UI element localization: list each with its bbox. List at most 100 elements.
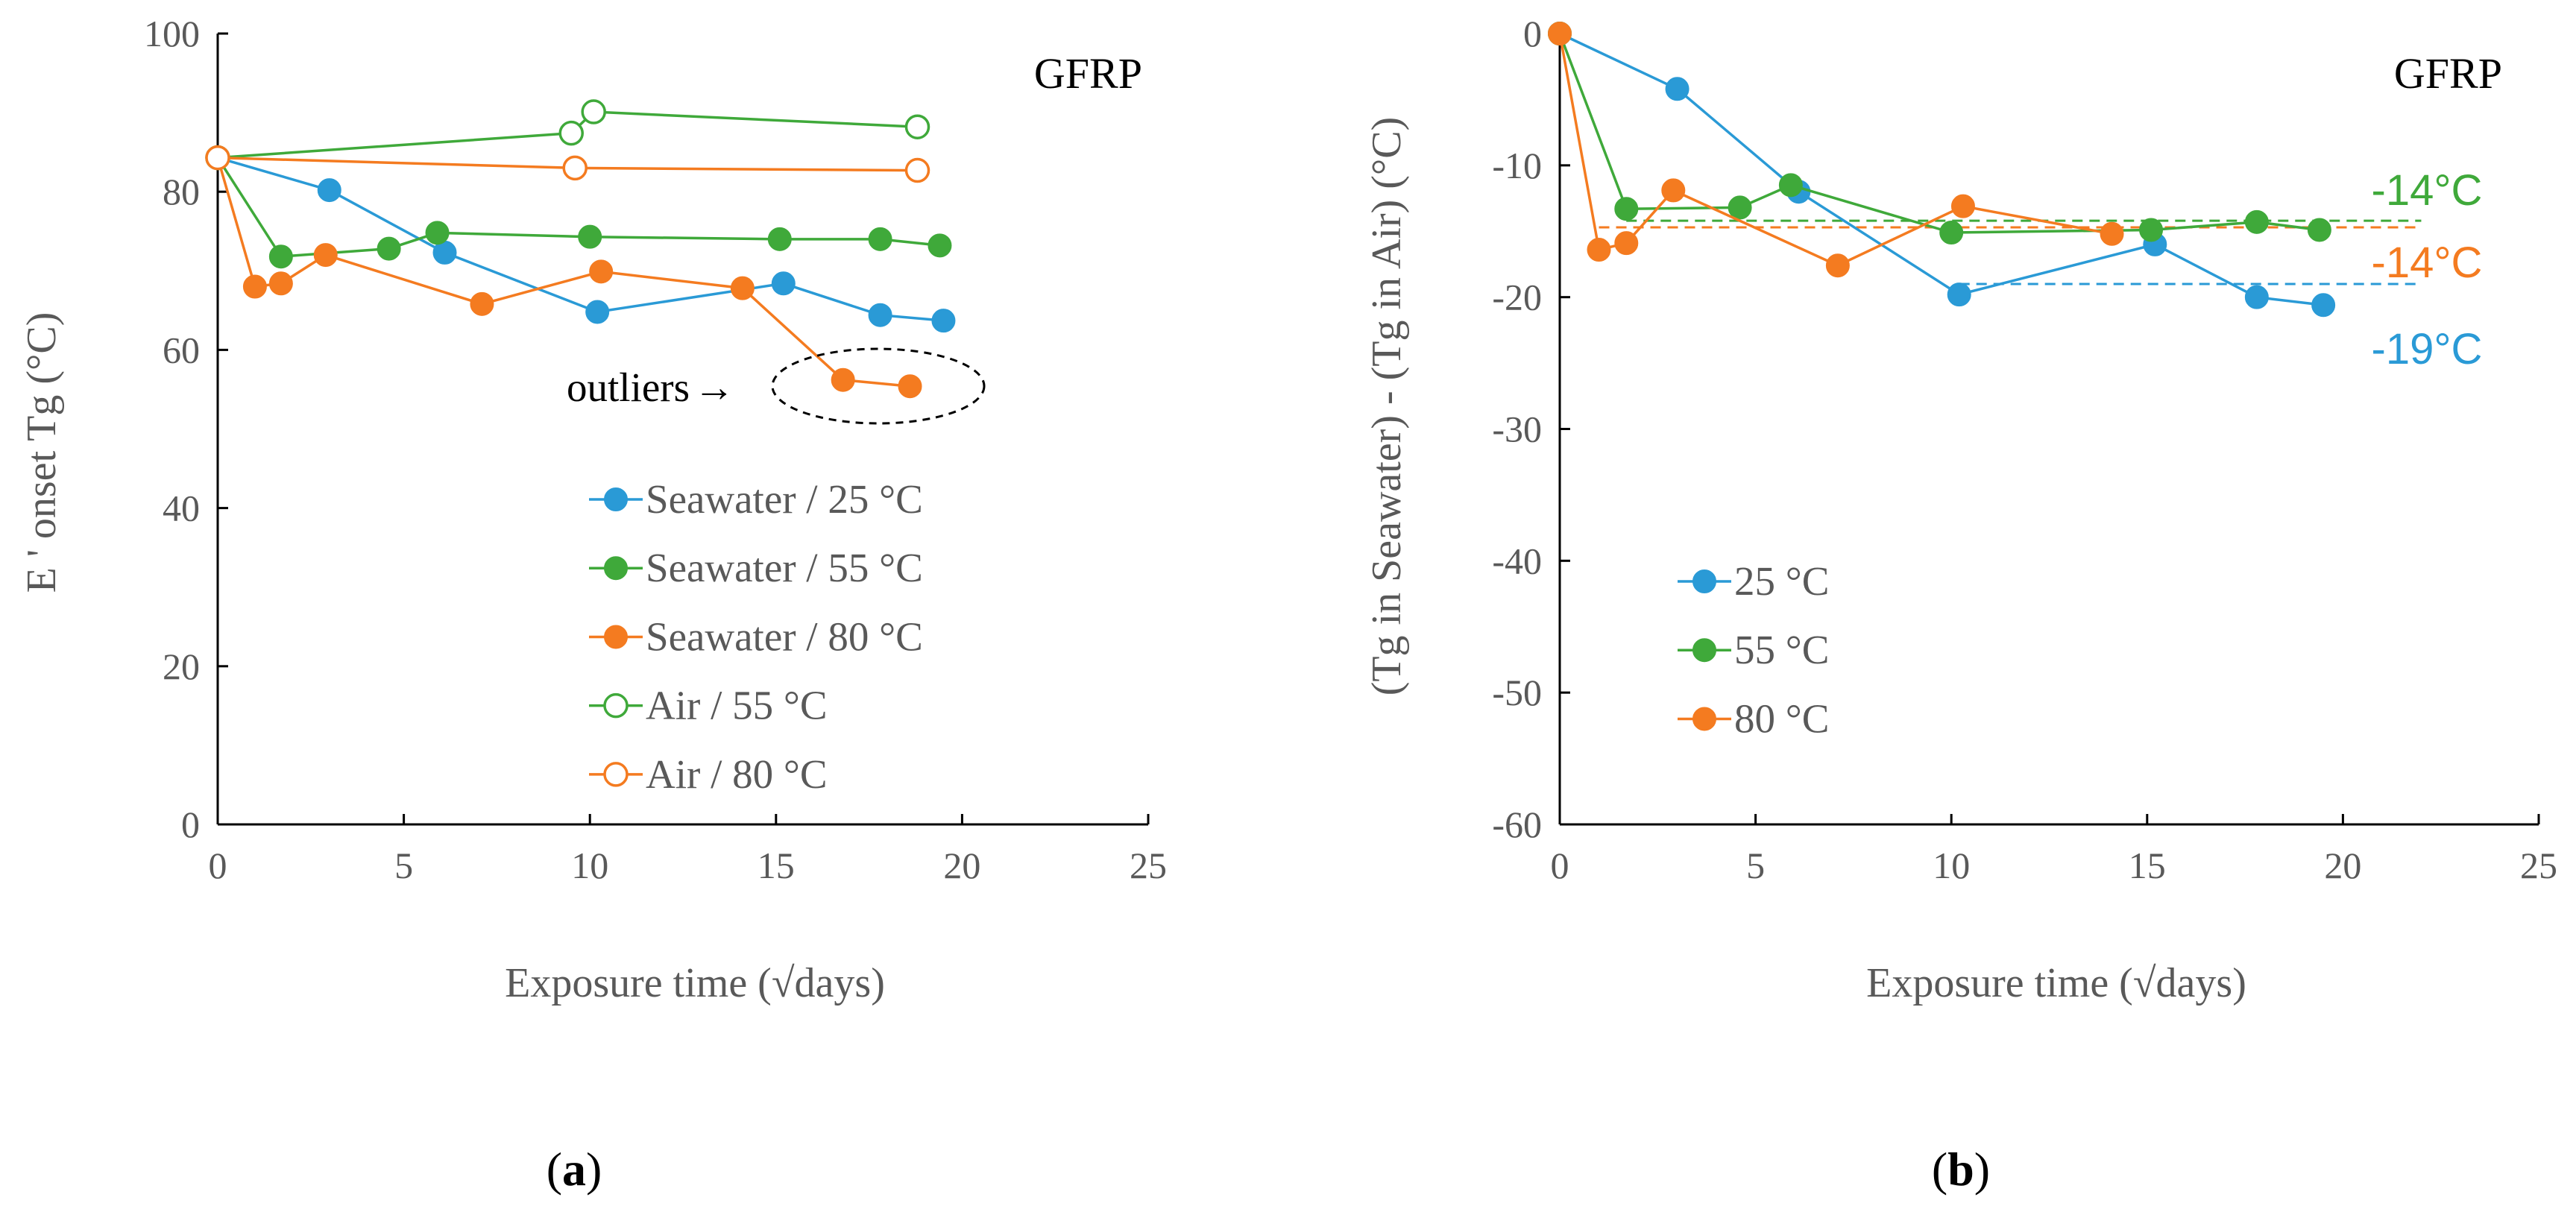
panel-b-series-80-c-point <box>1614 231 1639 256</box>
panel-b-series-25-c-point <box>1665 77 1689 101</box>
panel-b-y-tick-label: -40 <box>1492 540 1542 581</box>
panel-a-series-seawater-55-c-point <box>928 233 952 258</box>
panel-a-x-tick-label: 25 <box>1130 845 1167 886</box>
panel-a-legend-item-air-80-c: Air / 80 °C <box>589 751 828 797</box>
panel-a-series-seawater-80-c-point <box>730 276 755 300</box>
panel-a-series-seawater-80-c-point <box>898 374 922 399</box>
panel-a-series-air-55-c-line <box>217 110 918 160</box>
panel-a-series-seawater-80-c <box>206 145 922 399</box>
panel-a-y-tick-label: 80 <box>163 171 200 212</box>
panel-a-series-seawater-55-c-point <box>578 224 602 249</box>
panel-a-legend-item-seawater-55-c: Seawater / 55 °C <box>589 545 923 590</box>
panel-b-series-80-c-point <box>1587 238 1611 262</box>
panel-a-series-seawater-25-c-point <box>771 271 796 296</box>
panel-a-x-axis-title: Exposure time (√days) <box>505 960 885 1006</box>
panel-a-material-label: GFRP <box>1034 49 1142 98</box>
panel-a-series-air-55-c-point <box>904 114 930 139</box>
panel-b-x-tick-label: 25 <box>2520 845 2557 886</box>
panel-a-series-air-80-c-point <box>562 155 588 181</box>
panel-b-series-55-c-line <box>1558 33 2320 234</box>
panel-b-y-tick-label: -20 <box>1492 277 1542 318</box>
panel-a-legend-label: Seawater / 25 °C <box>646 476 923 522</box>
panel-b-ref-label-55: -14°C <box>2372 166 2483 215</box>
panel-a-series-air-80-c-point <box>904 157 930 183</box>
panel-b-y-tick-label: -30 <box>1492 408 1542 450</box>
panel-a-series-seawater-55-c-point <box>767 227 792 251</box>
panel-b-series-55-c-point <box>2139 218 2164 242</box>
panel-b-series-80-c-point <box>1661 178 1686 203</box>
panel-a-series-seawater-55-c-line <box>216 157 940 259</box>
panel-a-series-air-80-c-point <box>205 145 230 171</box>
panel-a-series-seawater-25-c-point <box>317 178 341 203</box>
panel-a-series-seawater-80-c-point <box>589 259 614 284</box>
panel-b-label: (b) <box>1932 1143 1990 1196</box>
panel-a-outliers-arrow: → <box>694 364 735 410</box>
panel-a-outliers-ellipse <box>771 347 986 425</box>
panel-b-series-55-c-point <box>1614 197 1639 221</box>
panel-b-series-55-c-point <box>2307 218 2331 242</box>
panel-a-legend-label: Seawater / 80 °C <box>646 613 923 659</box>
panel-a-x-tick-label: 5 <box>394 845 413 886</box>
panel-a-series-seawater-25-c-point <box>931 309 956 333</box>
panel-a-series-air-55-c-point <box>558 120 584 146</box>
panel-a-series-seawater-80-c-point <box>831 367 855 392</box>
panel-a-plot-area: 0 20 40 60 80 100 0 5 10 15 20 25 <box>144 13 1167 886</box>
panel-b-series-80-c-point <box>1950 194 1975 218</box>
panel-b-x-tick-label: 20 <box>2324 845 2361 886</box>
panel-a-x-tick-label: 15 <box>758 845 795 886</box>
panel-b-legend-item-25-c: 25 °C <box>1678 558 1829 604</box>
panel-b-legend-label: 80 °C <box>1734 695 1829 741</box>
panel-a-series-seawater-80-c-point <box>313 243 338 268</box>
panel-a-series-seawater-55-c-point <box>377 236 401 261</box>
panel-b-series-25-c-point <box>2311 293 2336 318</box>
panel-b-series-80-c-point <box>1548 22 1572 45</box>
panel-a-outliers-label: outliers <box>567 364 690 410</box>
panel-b-y-tick-label: -50 <box>1492 672 1542 713</box>
panel-a-legend: Seawater / 25 °C Seawater / 55 °C Seawater… <box>589 476 923 797</box>
panel-b-series-80-c-point <box>2100 221 2124 246</box>
panel-a-legend-label: Air / 80 °C <box>646 751 828 797</box>
panel-a-y-axis-title: E ' onset Tg (°C) <box>19 312 65 593</box>
panel-a-series-seawater-25-c-point <box>868 303 892 327</box>
panel-b-x-axis-title: Exposure time (√days) <box>1866 960 2246 1006</box>
panel-b-y-tick-label: -60 <box>1492 804 1542 845</box>
panel-a-legend-label: Air / 55 °C <box>646 683 828 728</box>
panel-a-series-air-80-c <box>205 145 930 183</box>
panel-a-legend-swatch-marker <box>604 487 628 511</box>
panel-b-series-25-c-point <box>1947 283 1971 307</box>
panel-a-legend-swatch-marker <box>603 762 629 787</box>
panel-a-legend-swatch-marker <box>604 625 628 649</box>
panel-a-series-seawater-80-c-point <box>242 274 267 299</box>
panel-b-series-55-c-point <box>1939 221 1964 245</box>
panel-a-series-seawater-55-c-point <box>268 244 293 269</box>
panel-a-legend-item-air-55-c: Air / 55 °C <box>589 683 828 728</box>
panel-a-series-air-55-c-point <box>581 99 606 124</box>
panel-a-x-tick-label: 20 <box>943 845 980 886</box>
panel-a-label: (a) <box>547 1143 602 1196</box>
panel-b-legend-label: 55 °C <box>1734 627 1829 672</box>
panel-a-chart: 0 20 40 60 80 100 0 5 10 15 20 25 GFRP Exposure tim… <box>19 13 1167 1196</box>
panel-b-legend-swatch-marker <box>1692 638 1716 663</box>
panel-b-series-55-c-point <box>1778 173 1803 198</box>
panel-b-legend: 25 °C 55 °C 80 °C <box>1678 558 1829 741</box>
panel-b-x-tick-label: 15 <box>2129 845 2166 886</box>
panel-a-y-tick-label: 100 <box>144 13 200 54</box>
panel-b-chart: -60 -50 -40 -30 -20 -10 0 0 5 10 15 20 25 GFRP Expos… <box>1364 13 2557 1196</box>
panel-b-series-55-c-point <box>1728 195 1752 220</box>
panel-b-legend-swatch-marker <box>1692 569 1716 593</box>
panel-a-series-seawater-80-c-point <box>268 271 293 296</box>
panel-b-x-tick-label: 0 <box>1551 845 1569 886</box>
panel-b-ref-label-25: -19°C <box>2372 325 2483 373</box>
panel-b-y-tick-label: 0 <box>1523 13 1542 54</box>
panel-a-series-seawater-25-c-point <box>432 240 457 265</box>
panel-b-series-25-c-line <box>1559 32 2324 307</box>
panel-b-series-25-c-point <box>2244 285 2269 309</box>
panel-b-legend-label: 25 °C <box>1734 558 1829 604</box>
panel-a-x-tick-label: 0 <box>209 845 227 886</box>
panel-a-series-seawater-80-c-point <box>470 291 494 316</box>
panel-b-legend-item-80-c: 80 °C <box>1678 695 1829 741</box>
panel-a-legend-swatch-marker <box>603 692 629 719</box>
panel-b-y-axis-title: (Tg in Seawater) - (Tg in Air) (°C) <box>1364 117 1410 696</box>
panel-a-legend-swatch-marker <box>604 556 628 581</box>
